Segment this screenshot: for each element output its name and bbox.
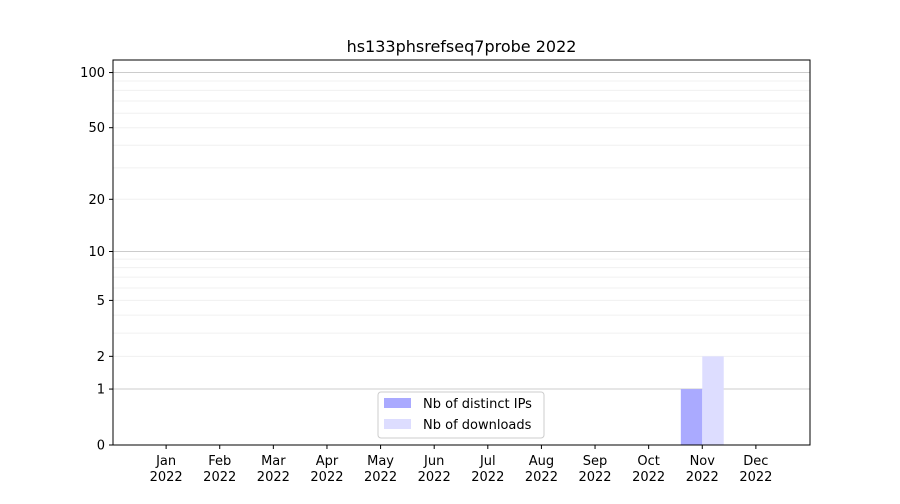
chart-title: hs133phsrefseq7probe 2022 bbox=[347, 37, 577, 56]
legend-label: Nb of downloads bbox=[423, 418, 532, 433]
legend-box bbox=[377, 391, 545, 439]
x-tick-label: Apr 2022 bbox=[310, 454, 343, 485]
legend-swatch bbox=[384, 419, 411, 429]
y-tick-label: 20 bbox=[88, 193, 105, 208]
y-tick-label: 50 bbox=[88, 121, 105, 136]
x-tick-label: Jun 2022 bbox=[418, 454, 451, 485]
y-tick-label: 100 bbox=[80, 66, 105, 81]
x-tick-label: Oct 2022 bbox=[632, 454, 665, 485]
x-tick-label: Mar 2022 bbox=[257, 454, 290, 485]
legend-label: Nb of distinct IPs bbox=[423, 397, 532, 412]
plot-frame bbox=[112, 59, 811, 446]
bar-distinct-ips bbox=[680, 389, 703, 445]
x-tick-label: Jan 2022 bbox=[150, 454, 183, 485]
y-tick-label: 2 bbox=[97, 350, 105, 365]
x-tick-label: Aug 2022 bbox=[525, 454, 558, 485]
y-tick-label: 10 bbox=[88, 245, 105, 260]
y-tick-label: 1 bbox=[97, 383, 105, 398]
legend: Nb of distinct IPs Nb of downloads bbox=[377, 391, 545, 439]
x-tick-label: Dec 2022 bbox=[739, 454, 772, 485]
grid bbox=[113, 72, 810, 390]
x-axis: Jan 2022 Feb 2022 Mar 2022 Apr 2022 May 2022 Jun 20… bbox=[150, 445, 772, 485]
legend-swatch bbox=[384, 398, 411, 408]
bar-downloads bbox=[702, 356, 724, 445]
bars bbox=[680, 356, 724, 445]
y-tick-label: 5 bbox=[97, 294, 105, 309]
x-tick-label: May 2022 bbox=[364, 454, 397, 485]
x-tick-label: Nov 2022 bbox=[686, 454, 719, 485]
y-axis: 0 1 2 5 10 20 50 100 bbox=[80, 66, 113, 454]
y-tick-label: 0 bbox=[97, 439, 105, 454]
x-tick-label: Feb 2022 bbox=[203, 454, 236, 485]
x-tick-label: Sep 2022 bbox=[578, 454, 611, 485]
x-tick-label: Jul 2022 bbox=[471, 454, 504, 485]
